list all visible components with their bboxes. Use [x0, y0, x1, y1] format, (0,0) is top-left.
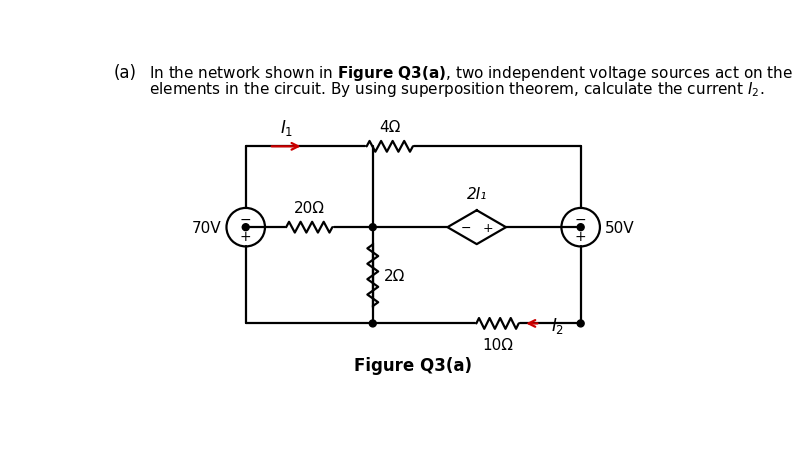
Text: In the network shown in $\mathbf{Figure\ Q3(a)}$, two independent voltage source: In the network shown in $\mathbf{Figure\…: [150, 64, 794, 83]
Text: +: +: [240, 229, 252, 243]
Text: $\it{I_2}$: $\it{I_2}$: [551, 315, 565, 335]
Text: 50V: 50V: [604, 220, 634, 235]
Circle shape: [369, 224, 376, 231]
Circle shape: [369, 320, 376, 327]
Circle shape: [578, 320, 584, 327]
Text: 2Ω: 2Ω: [384, 268, 405, 283]
Text: −: −: [575, 212, 586, 226]
Text: Figure Q3(a): Figure Q3(a): [354, 356, 472, 374]
Text: 4Ω: 4Ω: [379, 120, 400, 135]
Circle shape: [242, 224, 249, 231]
Text: 70V: 70V: [192, 220, 222, 235]
Text: (a): (a): [114, 64, 137, 82]
Text: $\it{I_1}$: $\it{I_1}$: [279, 118, 292, 138]
Text: +: +: [575, 229, 586, 243]
Text: −: −: [460, 221, 471, 234]
Text: +: +: [483, 221, 493, 234]
Text: −: −: [240, 212, 252, 226]
Text: elements in the circuit. By using superposition theorem, calculate the current $: elements in the circuit. By using superp…: [150, 79, 765, 99]
Circle shape: [578, 224, 584, 231]
Text: 10Ω: 10Ω: [482, 337, 513, 353]
Text: 20Ω: 20Ω: [294, 200, 325, 216]
Text: 2I₁: 2I₁: [467, 187, 487, 201]
